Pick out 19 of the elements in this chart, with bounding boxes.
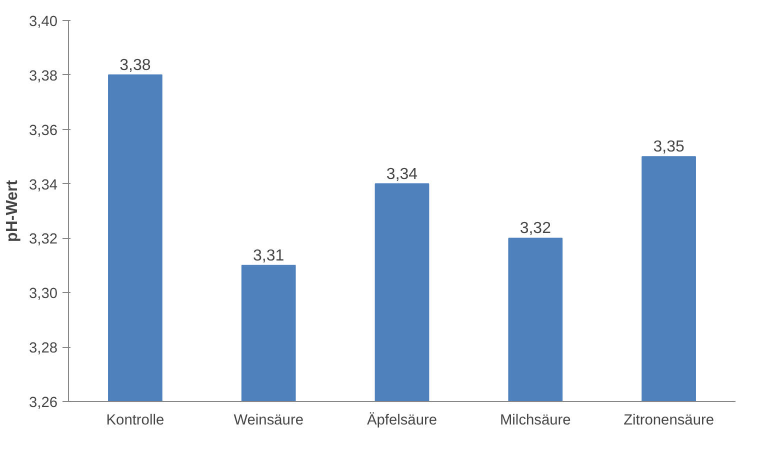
y-axis-title: pH-Wert	[4, 179, 21, 242]
data-label: 3,34	[386, 166, 418, 183]
y-tick-label: 3,40	[28, 14, 58, 30]
x-tick-label: Kontrolle	[106, 412, 164, 428]
x-tick-label: Zitronensäure	[624, 412, 714, 428]
x-tick-label: Milchsäure	[500, 412, 571, 428]
data-label: 3,31	[253, 247, 284, 264]
data-label: 3,38	[120, 56, 151, 74]
data-label: 3,32	[520, 220, 552, 238]
x-tick-label: Weinsäure	[234, 412, 304, 428]
data-label: 3,35	[653, 138, 684, 156]
y-tick-label: 3,38	[28, 68, 58, 84]
y-tick-label: 3,34	[28, 177, 58, 194]
y-tick-label: 3,36	[28, 122, 58, 139]
y-tick-label: 3,28	[28, 340, 58, 357]
y-tick-label: 3,26	[28, 395, 58, 411]
x-tick-label: Äpfelsäure	[366, 412, 438, 428]
y-tick-label: 3,30	[28, 286, 58, 302]
y-tick-label: 3,32	[28, 232, 58, 248]
